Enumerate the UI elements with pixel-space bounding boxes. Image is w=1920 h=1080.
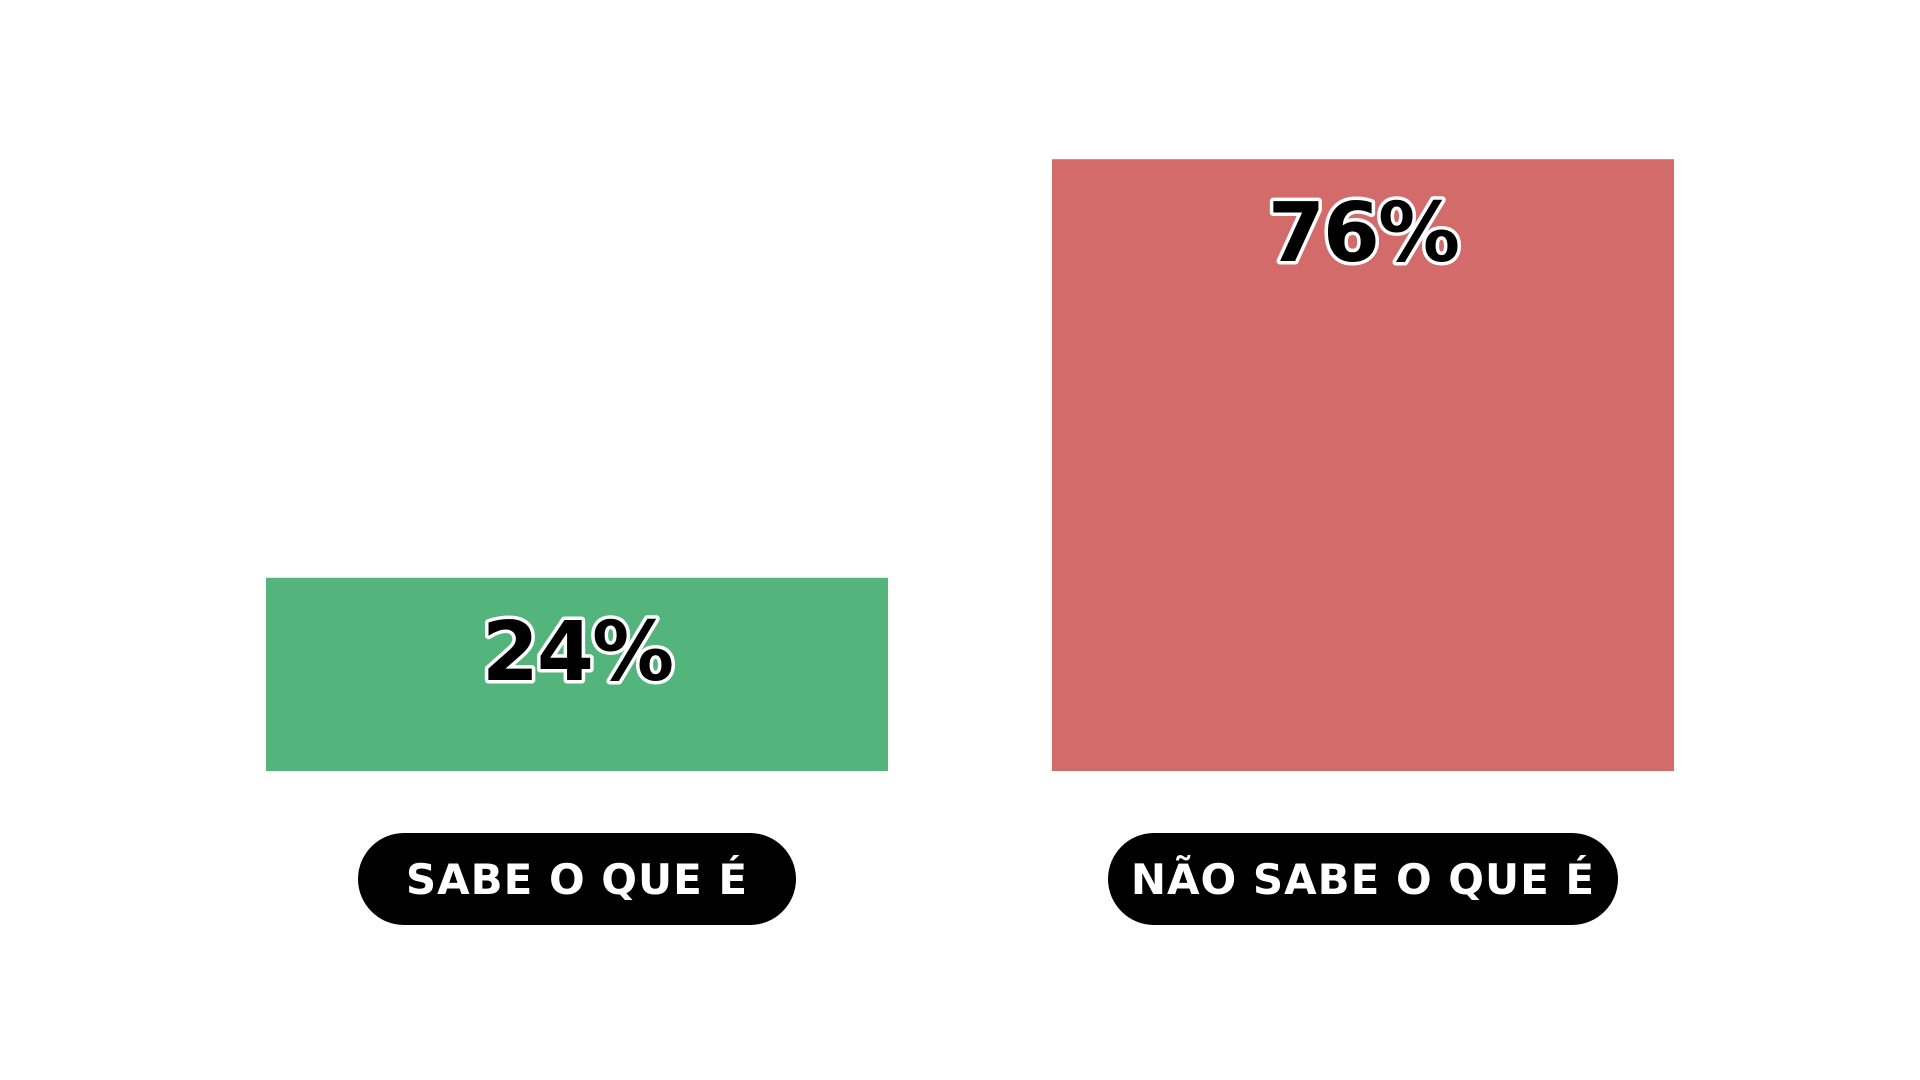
bar-sabe	[266, 577, 888, 771]
bar-nao-sabe	[1052, 159, 1674, 771]
category-label-nao-sabe: NÃO SABE O QUE É	[1108, 833, 1618, 925]
bar-value-label-nao-sabe: 76%	[1268, 186, 1458, 281]
bar-value-label-sabe: 24%	[482, 605, 672, 700]
category-label-sabe: SABE O QUE É	[358, 833, 796, 925]
